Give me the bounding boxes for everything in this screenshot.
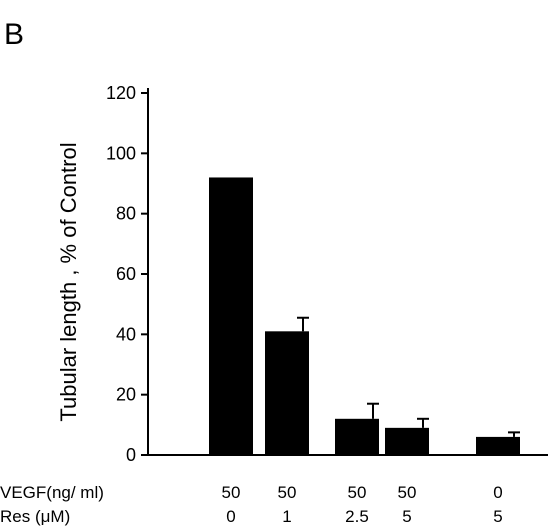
- bar: [335, 418, 379, 455]
- category-value-label: 0: [493, 483, 502, 502]
- category-value-label: 5: [402, 507, 411, 526]
- y-tick-label: 40: [116, 324, 136, 344]
- y-tick-label: 60: [116, 264, 136, 284]
- y-tick-label: 100: [106, 143, 136, 163]
- category-value-label: 0: [226, 507, 235, 526]
- category-value-label: 50: [348, 483, 367, 502]
- y-tick-label: 80: [116, 204, 136, 224]
- category-value-label: 1: [282, 507, 291, 526]
- panel-label: B: [4, 18, 24, 51]
- category-value-label: 50: [278, 483, 297, 502]
- category-value-label: 2.5: [345, 507, 369, 526]
- y-tick-label: 120: [106, 83, 136, 103]
- y-axis-label: Tubular length , % of Control: [56, 142, 81, 421]
- y-tick-label: 0: [126, 445, 136, 465]
- row-label: VEGF(ng/ ml): [0, 483, 104, 502]
- bar: [265, 331, 309, 455]
- category-value-label: 5: [493, 507, 502, 526]
- category-value-label: 50: [398, 483, 417, 502]
- y-tick-label: 20: [116, 385, 136, 405]
- bar: [476, 436, 520, 455]
- row-label: Res (μM): [0, 507, 70, 526]
- bar: [209, 177, 253, 455]
- bar: [385, 427, 429, 455]
- category-value-label: 50: [222, 483, 241, 502]
